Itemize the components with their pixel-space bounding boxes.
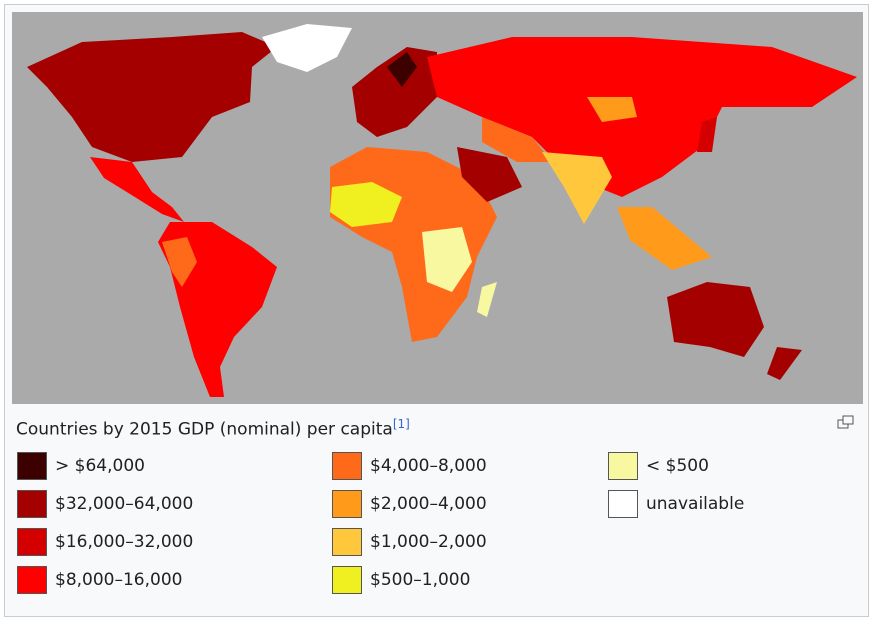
japan [697, 117, 717, 152]
legend-swatch [17, 452, 47, 480]
legend-swatch [17, 566, 47, 594]
legend-item: $32,000–64,000 [17, 489, 193, 519]
legend-label: $16,000–32,000 [55, 532, 194, 552]
legend-label: $1,000–2,000 [370, 532, 487, 552]
southeast-asia [617, 207, 712, 270]
legend-swatch [608, 452, 638, 480]
india [542, 152, 612, 224]
legend-item: > $64,000 [17, 451, 145, 481]
legend-item: $8,000–16,000 [17, 565, 182, 595]
legend-swatch [17, 528, 47, 556]
legend-label: > $64,000 [55, 456, 145, 476]
legend-label: $32,000–64,000 [55, 494, 194, 514]
andes [162, 237, 197, 287]
legend-swatch [608, 490, 638, 518]
europe [352, 47, 437, 137]
legend-item: $500–1,000 [332, 565, 470, 595]
new-zealand [767, 347, 802, 380]
caption: Countries by 2015 GDP (nominal) per capi… [16, 417, 410, 440]
figure-frame: Countries by 2015 GDP (nominal) per capi… [4, 4, 869, 617]
legend-item: < $500 [608, 451, 709, 481]
caption-text: Countries by 2015 GDP (nominal) per capi… [16, 419, 393, 440]
nordic [387, 52, 417, 87]
madagascar [477, 282, 497, 317]
russia-china [427, 37, 857, 197]
central-america [90, 157, 184, 222]
legend-label: unavailable [646, 494, 745, 514]
legend-swatch [17, 490, 47, 518]
australia [667, 282, 764, 357]
legend-item: $1,000–2,000 [332, 527, 487, 557]
central-africa [422, 227, 472, 292]
middle-east [457, 147, 522, 202]
legend-label: $4,000–8,000 [370, 456, 487, 476]
central-asia [482, 117, 552, 162]
legend-swatch [332, 452, 362, 480]
legend-item: $16,000–32,000 [17, 527, 193, 557]
west-africa [330, 182, 402, 227]
legend-item: unavailable [608, 489, 744, 519]
legend-swatch [332, 528, 362, 556]
north-america [27, 32, 277, 162]
legend-swatch [332, 490, 362, 518]
legend-label: $2,000–4,000 [370, 494, 487, 514]
legend-label: < $500 [646, 456, 709, 476]
greenland [262, 24, 352, 72]
legend-label: $8,000–16,000 [55, 570, 183, 590]
expand-icon[interactable] [837, 415, 855, 431]
legend-item: $2,000–4,000 [332, 489, 487, 519]
reference-link[interactable]: [1] [392, 417, 410, 431]
legend-item: $4,000–8,000 [332, 451, 487, 481]
world-map [12, 12, 863, 404]
mongolia [587, 97, 637, 122]
legend-swatch [332, 566, 362, 594]
legend-label: $500–1,000 [370, 570, 471, 590]
